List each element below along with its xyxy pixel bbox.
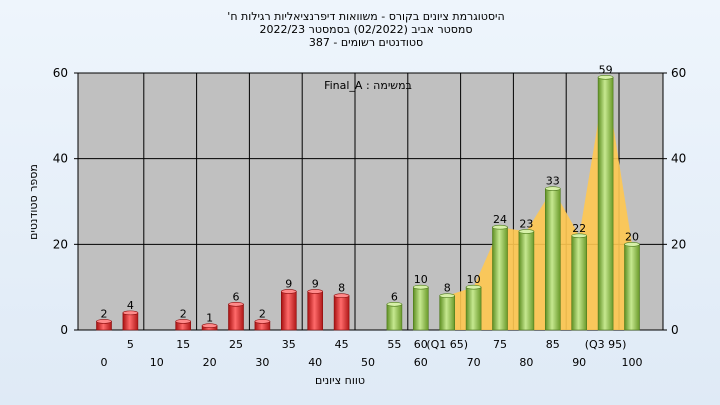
- data-label: 10: [414, 273, 428, 286]
- bar: [96, 319, 112, 331]
- bar: [624, 242, 640, 331]
- y-tick-label: 40: [53, 152, 68, 166]
- bar: [544, 186, 561, 331]
- data-label: 22: [572, 222, 586, 235]
- x-tick-label-bottom: 100: [622, 356, 643, 369]
- data-label: 6: [233, 290, 240, 303]
- annotation-text: Final_A : במשימה: [324, 79, 412, 92]
- y-axis-left: 0 20 40 60: [53, 66, 78, 337]
- x-tick-label-bottom: 20: [203, 356, 217, 369]
- data-label: 8: [338, 282, 345, 295]
- x-tick-label-top: 15: [176, 338, 190, 351]
- data-label: 4: [127, 299, 134, 312]
- bar: [201, 323, 218, 331]
- bar: [122, 310, 139, 331]
- bar: [412, 284, 429, 331]
- data-label: 9: [285, 277, 292, 290]
- data-label: 10: [467, 273, 481, 286]
- bar: [386, 301, 403, 331]
- data-label: 2: [180, 307, 187, 320]
- x-tick-label-bottom: 10: [150, 356, 164, 369]
- bars: [96, 74, 640, 331]
- bar: [439, 293, 456, 331]
- title-line-3: 387 - סטודנטים רשומים: [309, 36, 423, 49]
- chart-title: 'היסטוגרמת ציונים בקורס - משוואות דיפרנצ…: [227, 10, 504, 49]
- y-tick-label: 0: [60, 323, 68, 337]
- x-axis-labels-top: 5 15 25 35 45 55 60(Q1 65) 75 85 (Q3 95): [127, 338, 627, 351]
- data-label: 20: [625, 230, 639, 243]
- x-tick-label-top: 5: [127, 338, 134, 351]
- data-label: 6: [391, 290, 398, 303]
- data-label: 59: [599, 63, 613, 76]
- x-tick-label-top: 25: [229, 338, 243, 351]
- data-label: 8: [444, 282, 451, 295]
- bar: [465, 284, 482, 331]
- data-label: 2: [101, 307, 108, 320]
- x-tick-label-top: 85: [546, 338, 560, 351]
- bar: [492, 224, 508, 331]
- y-axis-right: 0 20 40 60: [663, 66, 686, 337]
- y-tick-label-right: 40: [671, 152, 686, 166]
- data-label: 2: [259, 307, 266, 320]
- x-tick-label-bottom: 70: [467, 356, 481, 369]
- title-line-1: 'היסטוגרמת ציונים בקורס - משוואות דיפרנצ…: [227, 10, 504, 23]
- x-tick-label-top: 55: [387, 338, 401, 351]
- x-tick-label-top: 45: [335, 338, 349, 351]
- y-axis-title: מספר סטודנטים: [27, 164, 40, 240]
- x-tick-label-top: 60: [414, 338, 428, 351]
- data-label: 23: [519, 217, 533, 230]
- bar: [518, 229, 535, 331]
- x-axis-labels-bottom: 0 10 20 30 40 50 60 70 80 90 100: [101, 356, 643, 369]
- x-tick-label-bottom: 80: [519, 356, 533, 369]
- x-tick-label-bottom: 30: [255, 356, 269, 369]
- bar: [597, 74, 614, 331]
- x-axis-title: טווח ציונים: [315, 374, 365, 387]
- x-tick-label-top: 35: [282, 338, 296, 351]
- data-label: 33: [546, 175, 560, 188]
- x-tick-label-top: (Q1 65): [426, 338, 468, 351]
- x-tick-label-bottom: 60: [414, 356, 428, 369]
- y-tick-label: 60: [53, 66, 68, 80]
- x-tick-label-bottom: 90: [572, 356, 586, 369]
- bar: [228, 301, 244, 331]
- bar: [571, 233, 588, 331]
- data-label: 9: [312, 277, 319, 290]
- x-tick-label-bottom: 0: [101, 356, 108, 369]
- bar: [254, 319, 271, 331]
- bar: [333, 293, 350, 331]
- x-tick-label-bottom: 50: [361, 356, 375, 369]
- x-tick-label-bottom: 40: [308, 356, 322, 369]
- data-label: 1: [206, 312, 213, 325]
- bar: [307, 289, 324, 331]
- bar: [175, 319, 191, 331]
- x-tick-label-top: 75: [493, 338, 507, 351]
- data-label: 24: [493, 213, 507, 226]
- y-tick-label-right: 20: [671, 237, 686, 251]
- bar: [280, 289, 297, 331]
- y-tick-label: 20: [53, 237, 68, 251]
- title-line-2: 2022/23 סמסטר אביב (02/2022) בסמסטר: [259, 23, 472, 36]
- y-tick-label-right: 60: [671, 66, 686, 80]
- y-tick-label-right: 0: [671, 323, 679, 337]
- x-tick-label-top: (Q3 95): [585, 338, 627, 351]
